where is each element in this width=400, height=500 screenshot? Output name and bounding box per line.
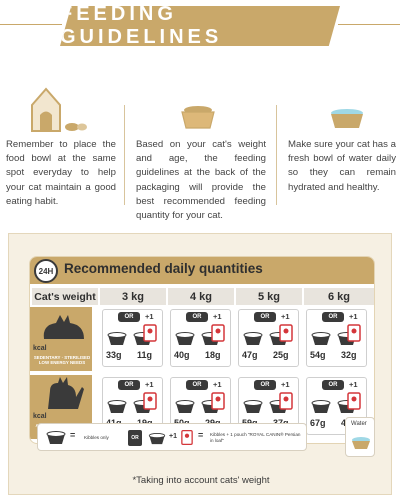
active-cat-icon: [48, 377, 84, 409]
legend-mix-text: Kibbles + 1 pouch "ROYAL CANIN® Persian …: [210, 432, 301, 443]
pouch-icon: [211, 392, 225, 410]
header-rule-left: [0, 24, 62, 25]
pouch-icon: [347, 324, 361, 342]
kibble-bowl-icon: [107, 400, 127, 413]
guideline-1-text: Remember to place the food bowl at the s…: [6, 139, 116, 207]
cell-sedentary-5kg: OR +1 47g 25g: [238, 309, 299, 367]
weight-6kg: 6 kg: [304, 288, 374, 305]
or-pill: OR: [322, 380, 344, 390]
header-rule-right: [338, 24, 400, 25]
mix-amount: 18g: [205, 350, 221, 360]
plus-one: +1: [213, 380, 222, 389]
kibble-amount: 33g: [106, 350, 122, 360]
kibble-bowl-icon: [311, 332, 331, 345]
page-title: FEEDING GUIDELINES: [60, 3, 223, 48]
weight-4kg: 4 kg: [168, 288, 234, 305]
quantities-card: 24H Recommended daily quantities Cat's w…: [29, 256, 375, 444]
or-pill: OR: [254, 380, 276, 390]
legend-kibble-bowl-icon: [46, 431, 66, 444]
quantities-panel: 24H Recommended daily quantities Cat's w…: [8, 233, 392, 495]
or-pill: OR: [186, 380, 208, 390]
footnote: *Taking into account cats' weight: [132, 475, 270, 486]
water-box: Water: [345, 417, 375, 457]
row-1-desc: SEDENTARY · STERILISED LOW ENERGY NEEDS: [33, 355, 91, 365]
pouch-icon: [279, 392, 293, 410]
water-bowl-small-icon: [352, 437, 370, 449]
sleeping-cat-icon: [43, 315, 84, 339]
plus-one: +1: [145, 380, 154, 389]
or-pill: OR: [118, 380, 140, 390]
or-pill: OR: [186, 312, 208, 322]
cell-sedentary-4kg: OR +1 40g 18g: [170, 309, 231, 367]
pouch-icon: [143, 324, 157, 342]
or-pill: OR: [254, 312, 276, 322]
divider-1: [124, 105, 125, 205]
pouch-icon: [211, 324, 225, 342]
or-pill: OR: [118, 312, 140, 322]
pouch-icon: [279, 324, 293, 342]
pouch-icon: [347, 392, 361, 410]
mix-amount: 32g: [341, 350, 357, 360]
row-sedentary-label: kcal SEDENTARY · STERILISED LOW ENERGY N…: [30, 307, 92, 371]
legend-pouch-icon: [181, 430, 193, 445]
legend-plus-one: +1: [169, 433, 177, 440]
house-bowl-icon: [31, 87, 87, 132]
or-pill: OR: [322, 312, 344, 322]
kibble-bowl-icon: [175, 332, 195, 345]
plus-one: +1: [145, 312, 154, 321]
card-title: Recommended daily quantities: [64, 261, 263, 276]
mix-amount: 11g: [137, 350, 153, 360]
mix-amount: 25g: [273, 350, 289, 360]
legend: = Kibbles only OR +1 = Kibbles + 1 pouch…: [37, 423, 307, 451]
kcal-label-2: kcal: [33, 413, 47, 420]
legend-equals-1: =: [70, 430, 76, 440]
kibble-amount: 47g: [242, 350, 258, 360]
guideline-2-text: Based on your cat's weight and age, the …: [136, 139, 266, 222]
weight-3kg: 3 kg: [100, 288, 166, 305]
weight-5kg: 5 kg: [236, 288, 302, 305]
kibble-amount: 40g: [174, 350, 190, 360]
kibble-bowl-icon: [243, 400, 263, 413]
plus-one: +1: [213, 312, 222, 321]
kibble-bowl-icon: [311, 400, 331, 413]
kibble-amount: 67g: [310, 418, 326, 428]
guideline-3-text: Make sure your cat has a fresh bowl of w…: [288, 139, 396, 193]
plus-one: +1: [349, 312, 358, 321]
kibble-bowl-icon: [243, 332, 263, 345]
divider-2: [276, 105, 277, 205]
legend-equals-2: =: [198, 430, 204, 440]
header-banner: FEEDING GUIDELINES: [60, 6, 340, 46]
kibble-amount: 54g: [310, 350, 326, 360]
24h-badge: 24H: [34, 259, 58, 283]
card-header: [30, 257, 374, 284]
pouch-icon: [143, 392, 157, 410]
food-bowl-icon: [181, 106, 215, 129]
cell-sedentary-6kg: OR +1 54g 32g: [306, 309, 367, 367]
cell-sedentary-3kg: OR +1 33g 11g: [102, 309, 163, 367]
kibble-bowl-icon: [175, 400, 195, 413]
weight-label: Cat's weight: [32, 288, 98, 305]
water-label: Water: [351, 421, 367, 427]
water-bowl-icon: [331, 109, 363, 128]
legend-mix-bowl-icon: [148, 433, 166, 445]
plus-one: +1: [281, 380, 290, 389]
kibble-bowl-icon: [107, 332, 127, 345]
plus-one: +1: [281, 312, 290, 321]
kcal-label-1: kcal: [33, 345, 47, 352]
plus-one: +1: [349, 380, 358, 389]
legend-kibbles-only: Kibbles only: [84, 435, 109, 440]
legend-or-pill: OR: [128, 430, 142, 446]
